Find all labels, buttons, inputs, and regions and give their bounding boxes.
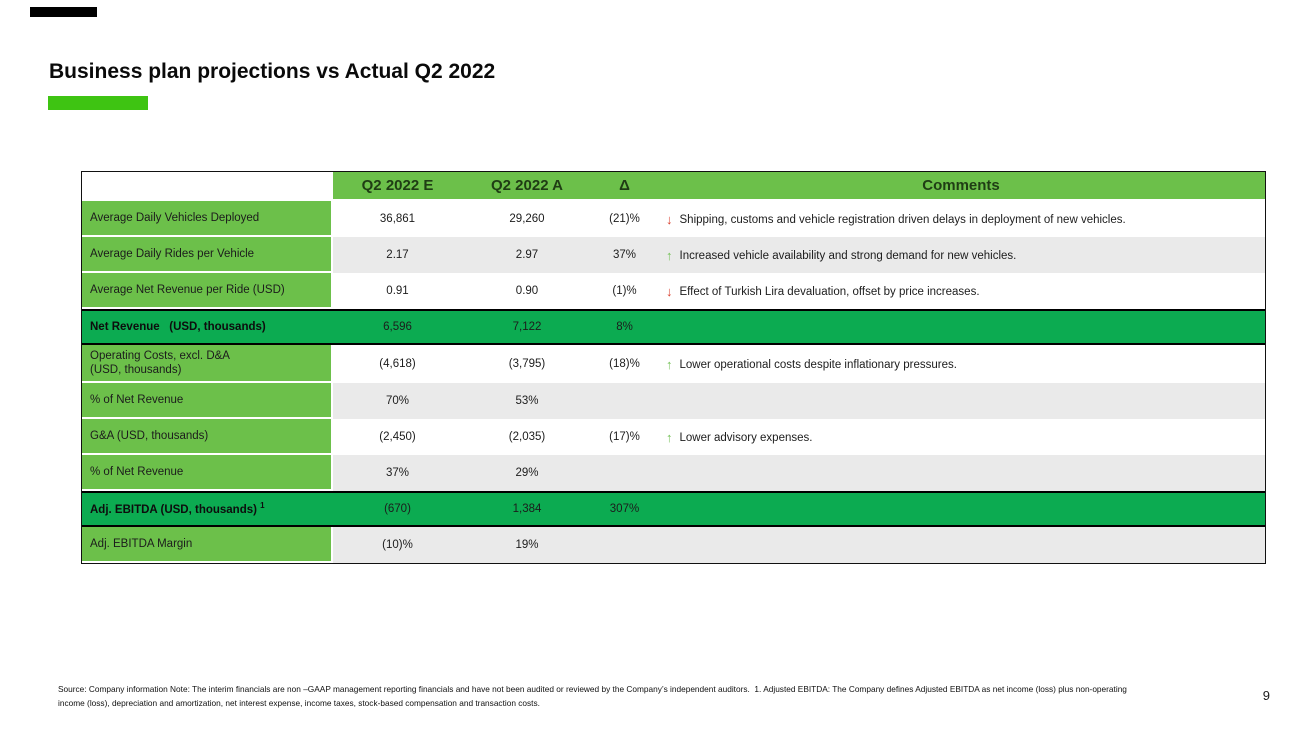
table-row: Average Daily Vehicles Deployed 36,861 29,… — [82, 201, 1265, 237]
comment-text: Increased vehicle availability and stron… — [679, 249, 1017, 262]
estimate-value: (10)% — [333, 527, 462, 563]
actual-value: 2.97 — [462, 237, 592, 273]
estimate-value: 6,596 — [333, 309, 462, 345]
comment-cell — [657, 491, 1265, 527]
delta-value — [592, 383, 657, 419]
header-cell-q2-2022-a: Q2 2022 A — [462, 172, 592, 201]
row-label: Average Daily Vehicles Deployed — [82, 201, 333, 237]
comment-text: Shipping, customs and vehicle registrati… — [679, 213, 1126, 226]
row-label: % of Net Revenue — [82, 383, 333, 419]
header-cell-comments: Comments — [657, 172, 1265, 201]
table-row: Operating Costs, excl. D&A (USD, thousand… — [82, 345, 1265, 383]
delta-value: 37% — [592, 237, 657, 273]
footnote-line-1: Source: Company information Note: The in… — [58, 684, 1127, 694]
table-row: Average Daily Rides per Vehicle 2.17 2.97 3… — [82, 237, 1265, 273]
actual-value: 7,122 — [462, 309, 592, 345]
comment-cell — [657, 455, 1265, 491]
delta-value: 8% — [592, 309, 657, 345]
table-row: % of Net Revenue 70% 53% — [82, 383, 1265, 419]
header-cell-delta: Δ — [592, 172, 657, 201]
row-label: Adj. EBITDA (USD, thousands) 1 — [82, 491, 333, 527]
up-arrow-icon: ↑ — [666, 247, 673, 263]
actual-value: 0.90 — [462, 273, 592, 309]
footnote-marker: 1 — [260, 500, 265, 510]
comment-text: Lower operational costs despite inflatio… — [679, 358, 957, 371]
actual-value: 29,260 — [462, 201, 592, 237]
table-row: % of Net Revenue 37% 29% — [82, 455, 1265, 491]
header-cell-blank — [82, 172, 333, 201]
estimate-value: (2,450) — [333, 419, 462, 455]
row-label: Operating Costs, excl. D&A (USD, thousand… — [82, 345, 333, 383]
down-arrow-icon: ↓ — [666, 283, 673, 299]
comment-text: Lower advisory expenses. — [679, 431, 813, 444]
table-row: Adj. EBITDA (USD, thousands) 1 (670) 1,384… — [82, 491, 1265, 527]
row-label: Average Net Revenue per Ride (USD) — [82, 273, 333, 309]
top-left-accent-bar — [30, 7, 97, 17]
actual-value: 1,384 — [462, 491, 592, 527]
comment-cell: ↑ Lower advisory expenses. — [657, 419, 1265, 455]
header-cell-q2-2022-e: Q2 2022 E — [333, 172, 462, 201]
up-arrow-icon: ↑ — [666, 429, 673, 445]
delta-value: 307% — [592, 491, 657, 527]
footnote-line-2: income (loss), depreciation and amortiza… — [58, 698, 540, 708]
row-label: Adj. EBITDA Margin — [82, 527, 333, 563]
actual-value: 53% — [462, 383, 592, 419]
comment-cell: ↑ Increased vehicle availability and stro… — [657, 237, 1265, 273]
comment-text: Effect of Turkish Lira devaluation, offs… — [679, 285, 980, 298]
row-label: Net Revenue (USD, thousands) — [82, 309, 333, 345]
table-row: G&A (USD, thousands) (2,450) (2,035) (17)% ↑… — [82, 419, 1265, 455]
estimate-value: 70% — [333, 383, 462, 419]
comment-cell: ↑ Lower operational costs despite inflati… — [657, 345, 1265, 383]
page-number: 9 — [1262, 688, 1270, 703]
comment-cell — [657, 383, 1265, 419]
comparison-table-wrapper: Q2 2022 E Q2 2022 A Δ Comments Average D… — [81, 171, 1266, 564]
estimate-value: 0.91 — [333, 273, 462, 309]
delta-value — [592, 455, 657, 491]
delta-value: (21)% — [592, 201, 657, 237]
delta-value: (1)% — [592, 273, 657, 309]
table-body: Average Daily Vehicles Deployed 36,861 29,… — [82, 201, 1265, 563]
estimate-value: 36,861 — [333, 201, 462, 237]
estimate-value: (670) — [333, 491, 462, 527]
actual-value: (2,035) — [462, 419, 592, 455]
slide-title: Business plan projections vs Actual Q2 2… — [49, 60, 496, 83]
actual-value: 29% — [462, 455, 592, 491]
delta-value: (17)% — [592, 419, 657, 455]
estimate-value: (4,618) — [333, 345, 462, 383]
table-header: Q2 2022 E Q2 2022 A Δ Comments — [82, 172, 1265, 201]
estimate-value: 37% — [333, 455, 462, 491]
comment-cell: ↓ Shipping, customs and vehicle registrat… — [657, 201, 1265, 237]
table-row: Average Net Revenue per Ride (USD) 0.91 0.… — [82, 273, 1265, 309]
delta-value — [592, 527, 657, 563]
estimate-value: 2.17 — [333, 237, 462, 273]
row-label: G&A (USD, thousands) — [82, 419, 333, 455]
actual-value: (3,795) — [462, 345, 592, 383]
comment-cell — [657, 527, 1265, 563]
table-row: Net Revenue (USD, thousands) 6,596 7,122 8% — [82, 309, 1265, 345]
actual-value: 19% — [462, 527, 592, 563]
delta-value: (18)% — [592, 345, 657, 383]
table-header-row: Q2 2022 E Q2 2022 A Δ Comments — [82, 172, 1265, 201]
up-arrow-icon: ↑ — [666, 356, 673, 372]
source-footnote: Source: Company information Note: The in… — [58, 682, 1127, 710]
comment-cell — [657, 309, 1265, 345]
table-row: Adj. EBITDA Margin (10)% 19% — [82, 527, 1265, 563]
comment-cell: ↓ Effect of Turkish Lira devaluation, off… — [657, 273, 1265, 309]
row-label: Average Daily Rides per Vehicle — [82, 237, 333, 273]
comparison-table: Q2 2022 E Q2 2022 A Δ Comments Average D… — [82, 172, 1265, 563]
title-underline-accent — [48, 96, 148, 110]
row-label: % of Net Revenue — [82, 455, 333, 491]
down-arrow-icon: ↓ — [666, 211, 673, 227]
